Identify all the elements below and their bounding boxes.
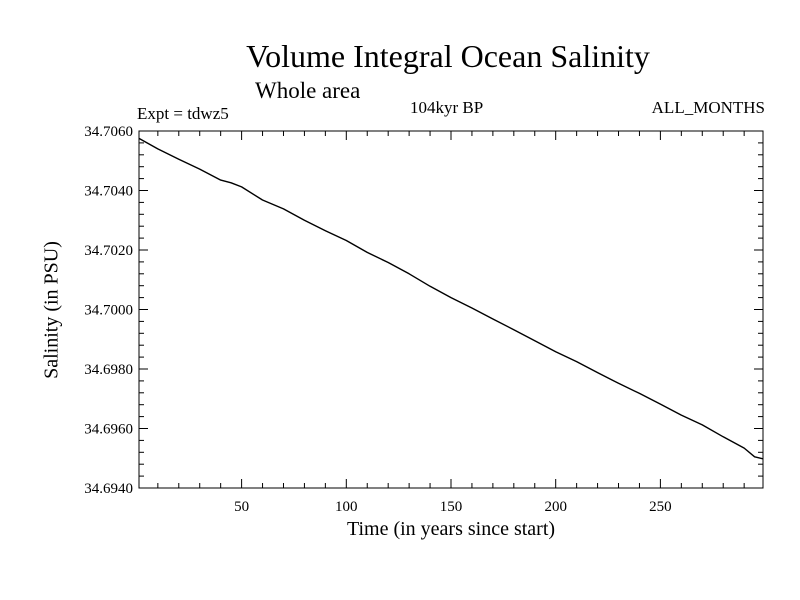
y-tick-label: 34.7020 <box>84 243 133 259</box>
data-series <box>138 137 764 460</box>
x-tick-label: 150 <box>440 499 463 515</box>
chart-title: Volume Integral Ocean Salinity <box>246 38 650 74</box>
salinity-series-line <box>138 137 764 460</box>
y-tick-label: 34.6940 <box>84 481 133 497</box>
y-tick-label: 34.6960 <box>84 422 133 438</box>
y-tick-label: 34.7060 <box>84 124 133 140</box>
x-tick-label: 100 <box>335 499 358 515</box>
axis-ticks <box>139 130 763 489</box>
period-label: 104kyr BP <box>410 98 484 117</box>
y-tick-label: 34.7040 <box>84 184 133 200</box>
x-axis-label: Time (in years since start) <box>346 518 556 540</box>
y-tick-label: 34.7000 <box>84 303 133 319</box>
x-tick-label: 200 <box>544 499 567 515</box>
tick-labels: 50 100 150 200 250 34.6940 34.6960 34.6980 34.70… <box>84 124 671 515</box>
plot-frame <box>138 130 764 489</box>
months-label: ALL_MONTHS <box>651 98 765 117</box>
y-tick-label: 34.6980 <box>84 362 133 378</box>
experiment-label: Expt = tdwz5 <box>137 104 229 123</box>
chart-subtitle: Whole area <box>255 78 361 103</box>
x-tick-label: 250 <box>649 499 672 515</box>
x-tick-label: 50 <box>234 499 249 515</box>
